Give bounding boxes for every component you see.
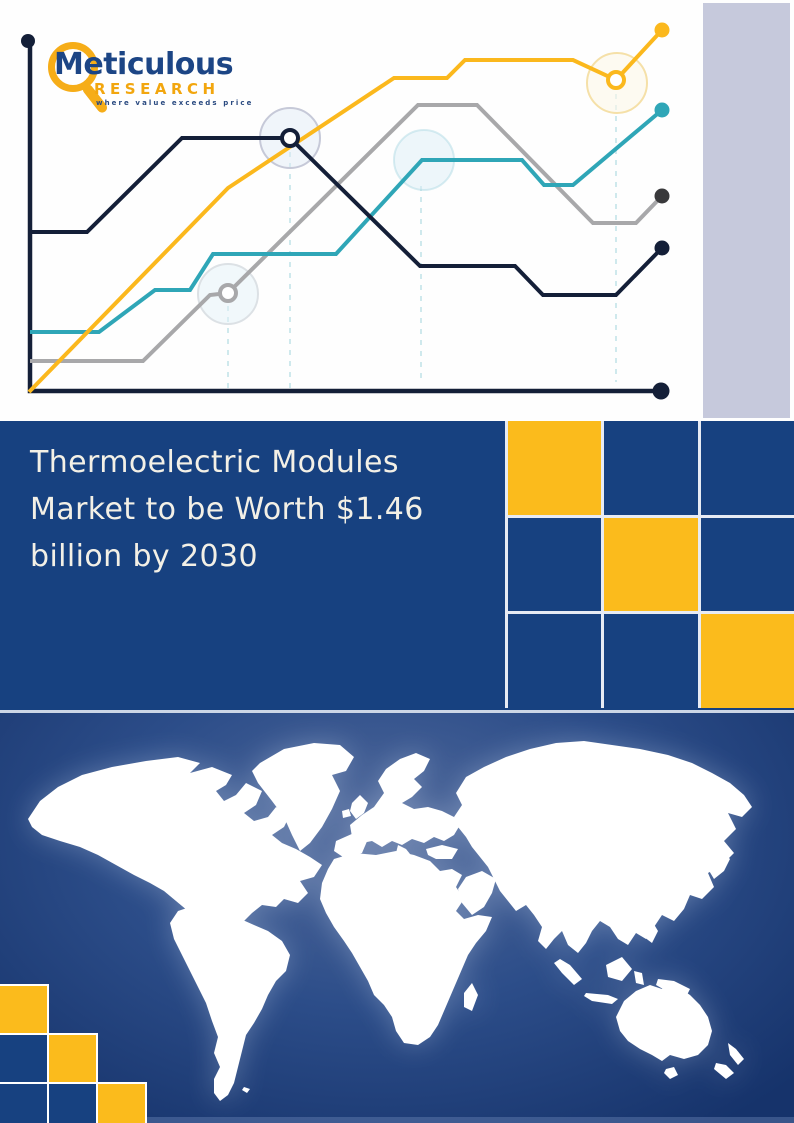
greenland (252, 743, 354, 851)
mosaic-cell-navy (508, 517, 602, 612)
iceland (316, 787, 338, 801)
open-marker-yellow (606, 70, 626, 90)
series-teal (30, 108, 664, 334)
mosaic-cell-navy (700, 421, 794, 515)
end-dot-teal (654, 102, 670, 118)
greece-turkey (426, 845, 458, 859)
asia (454, 741, 752, 953)
title-line-3: billion by 2030 (30, 539, 258, 574)
logo-tagline: where value exceeds price (96, 99, 254, 107)
sulawesi (634, 971, 644, 985)
title-line-1: Thermoelectric Modules (30, 445, 399, 480)
mosaic-cell-navy (700, 517, 794, 612)
end-dot-navy (654, 240, 670, 256)
mosaic-cell-yellow (604, 517, 698, 612)
decorative-line-chart (21, 22, 670, 400)
sumatra (554, 959, 582, 985)
axis-top-dot (21, 34, 35, 48)
open-marker-gray (218, 283, 238, 303)
new-zealand-north (728, 1043, 744, 1065)
mosaic-cell-navy (508, 614, 602, 708)
cuba-island (176, 889, 202, 897)
united-kingdom (350, 795, 368, 819)
meticulous-research-logo: Meticulous RESEARCH where value exceeds … (30, 25, 265, 117)
page-title: Thermoelectric Modules Market to be Wort… (30, 439, 424, 580)
java (584, 993, 618, 1004)
borneo (606, 957, 632, 981)
world-map (28, 741, 752, 1101)
arabia (458, 871, 496, 915)
mosaic-square-grid (505, 421, 794, 708)
japan (708, 851, 730, 879)
banner-map-divider (0, 710, 794, 713)
end-dot-yellow (654, 22, 670, 38)
logo-research-text: RESEARCH (94, 80, 220, 98)
mosaic-cell-navy (604, 421, 698, 515)
africa (320, 851, 492, 1045)
mosaic-cell-yellow (700, 614, 794, 708)
philippines (644, 921, 658, 943)
lavender-side-bar (703, 3, 790, 418)
iberia (334, 833, 368, 859)
north-america (28, 757, 322, 925)
new-zealand-south (714, 1063, 734, 1079)
open-marker-navy (280, 128, 300, 148)
title-line-2: Market to be Worth $1.46 (30, 492, 424, 527)
hispaniola-island (203, 899, 214, 906)
title-banner: Thermoelectric Modules Market to be Wort… (0, 421, 794, 710)
australia (616, 981, 712, 1061)
ireland (342, 809, 351, 818)
south-america (170, 905, 290, 1101)
europe (350, 753, 460, 847)
bottom-accent-strip (0, 1117, 794, 1123)
mosaic-cell-navy (604, 614, 698, 708)
logo-brand-text: Meticulous (54, 47, 234, 82)
axis-end-dot (652, 382, 670, 400)
world-map-section (0, 713, 794, 1123)
end-dot-gray (654, 188, 670, 204)
series-gray (30, 103, 664, 363)
magnifier-icon (48, 42, 98, 92)
tasmania (664, 1067, 678, 1079)
madagascar (464, 983, 478, 1011)
mosaic-cell-yellow (508, 421, 602, 515)
series-navy (30, 136, 664, 297)
falkland-islands (242, 1087, 250, 1093)
hero-chart-section: Meticulous RESEARCH where value exceeds … (0, 0, 794, 421)
